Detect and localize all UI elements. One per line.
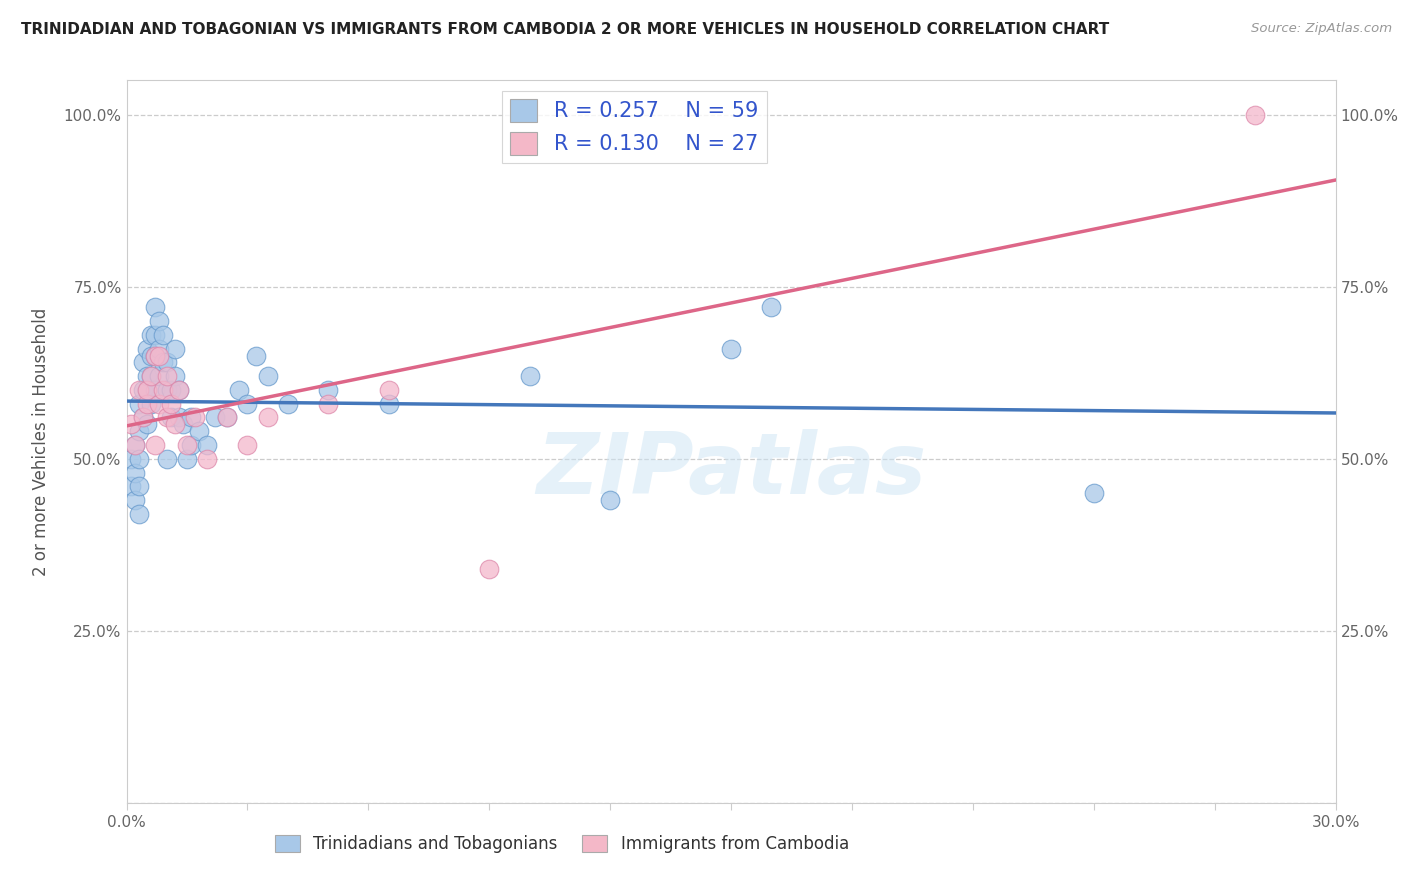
Point	[124, 438, 146, 452]
Point	[131, 410, 153, 425]
Point	[139, 327, 162, 342]
Point	[160, 397, 183, 411]
Point	[172, 417, 194, 432]
Point	[217, 410, 239, 425]
Point	[139, 397, 162, 411]
Point	[176, 438, 198, 452]
Point	[188, 424, 211, 438]
Point	[120, 479, 142, 493]
Point	[128, 479, 150, 493]
Point	[135, 369, 157, 384]
Point	[316, 397, 339, 411]
Y-axis label: 2 or more Vehicles in Household: 2 or more Vehicles in Household	[32, 308, 49, 575]
Point	[128, 424, 150, 438]
Point	[128, 451, 150, 466]
Point	[143, 301, 166, 315]
Point	[277, 397, 299, 411]
Point	[135, 342, 157, 356]
Point	[180, 410, 202, 425]
Point	[124, 493, 146, 508]
Text: Source: ZipAtlas.com: Source: ZipAtlas.com	[1251, 22, 1392, 36]
Point	[152, 327, 174, 342]
Point	[184, 410, 207, 425]
Legend: Trinidadians and Tobagonians, Immigrants from Cambodia: Trinidadians and Tobagonians, Immigrants…	[269, 828, 856, 860]
Point	[128, 383, 150, 397]
Point	[120, 451, 142, 466]
Point	[152, 355, 174, 369]
Point	[228, 383, 250, 397]
Point	[139, 369, 162, 384]
Point	[148, 314, 170, 328]
Point	[256, 369, 278, 384]
Point	[131, 410, 153, 425]
Point	[519, 369, 541, 384]
Point	[135, 417, 157, 432]
Point	[377, 383, 399, 397]
Point	[204, 410, 226, 425]
Point	[135, 383, 157, 397]
Point	[135, 397, 157, 411]
Point	[156, 369, 179, 384]
Point	[599, 493, 621, 508]
Point	[195, 451, 218, 466]
Point	[167, 410, 190, 425]
Point	[131, 383, 153, 397]
Point	[139, 369, 162, 384]
Point	[148, 349, 170, 363]
Point	[143, 438, 166, 452]
Text: TRINIDADIAN AND TOBAGONIAN VS IMMIGRANTS FROM CAMBODIA 2 OR MORE VEHICLES IN HOU: TRINIDADIAN AND TOBAGONIAN VS IMMIGRANTS…	[21, 22, 1109, 37]
Point	[124, 438, 146, 452]
Point	[156, 410, 179, 425]
Point	[256, 410, 278, 425]
Point	[167, 383, 190, 397]
Point	[156, 355, 179, 369]
Point	[217, 410, 239, 425]
Point	[148, 342, 170, 356]
Point	[1083, 486, 1105, 500]
Point	[160, 410, 183, 425]
Point	[720, 342, 742, 356]
Point	[143, 349, 166, 363]
Point	[316, 383, 339, 397]
Point	[245, 349, 267, 363]
Point	[180, 438, 202, 452]
Point	[377, 397, 399, 411]
Point	[163, 342, 186, 356]
Point	[167, 383, 190, 397]
Point	[163, 369, 186, 384]
Point	[128, 507, 150, 521]
Point	[143, 327, 166, 342]
Point	[131, 355, 153, 369]
Point	[143, 383, 166, 397]
Point	[761, 301, 783, 315]
Point	[176, 451, 198, 466]
Point	[120, 417, 142, 432]
Point	[195, 438, 218, 452]
Point	[135, 383, 157, 397]
Point	[1244, 108, 1267, 122]
Point	[156, 383, 179, 397]
Point	[160, 383, 183, 397]
Point	[478, 562, 501, 576]
Point	[148, 369, 170, 384]
Point	[156, 451, 179, 466]
Point	[143, 349, 166, 363]
Point	[152, 383, 174, 397]
Point	[148, 397, 170, 411]
Point	[128, 397, 150, 411]
Point	[236, 438, 259, 452]
Point	[139, 349, 162, 363]
Point	[236, 397, 259, 411]
Point	[163, 417, 186, 432]
Text: ZIPatlas: ZIPatlas	[536, 429, 927, 512]
Point	[124, 466, 146, 480]
